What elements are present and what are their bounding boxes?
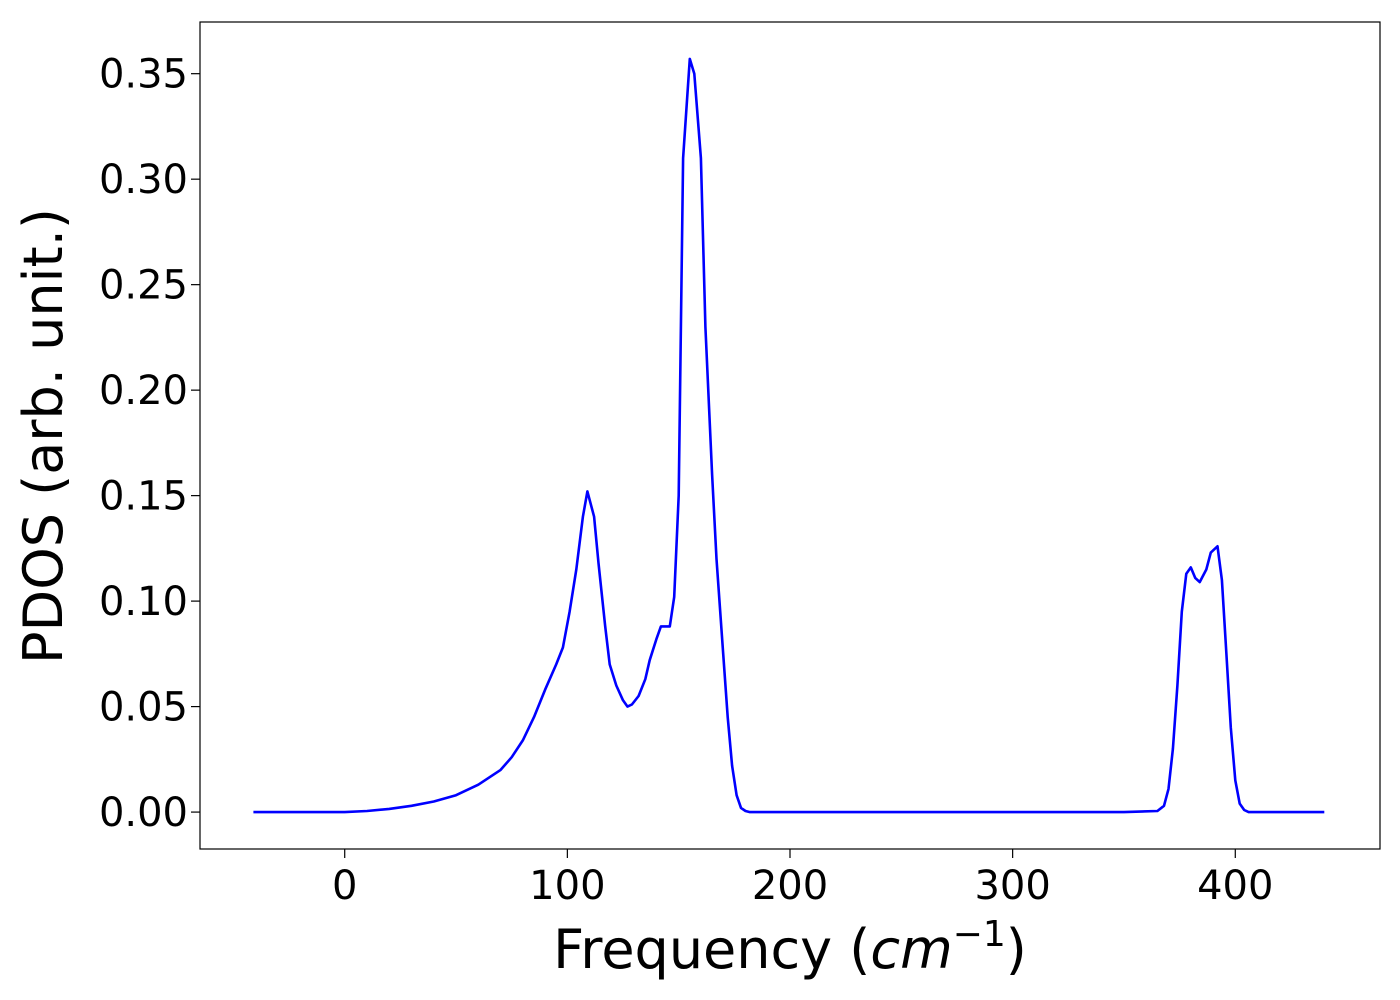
x-tick-label: 0 [332, 863, 357, 909]
y-tick-label: 0.05 [99, 685, 188, 731]
x-tick-label: 200 [752, 863, 828, 909]
x-tick-label: 400 [1197, 863, 1273, 909]
y-tick-label: 0.15 [99, 474, 188, 520]
y-tick-label: 0.00 [99, 790, 188, 836]
y-tick-label: 0.30 [99, 157, 188, 203]
y-tick-label: 0.20 [99, 368, 188, 414]
x-axis-label: Frequency (cm−1) [553, 914, 1027, 981]
y-axis-ticks: 0.00 0.05 0.10 0.15 0.20 0.25 0.30 0.35 [99, 52, 200, 836]
y-tick-label: 0.35 [99, 52, 188, 98]
x-tick-label: 300 [974, 863, 1050, 909]
x-axis-ticks: 0 100 200 300 400 [332, 849, 1273, 909]
series-group [253, 57, 1325, 814]
plot-frame [199, 21, 1381, 850]
y-axis-label: PDOS (arb. unit.) [12, 208, 75, 664]
x-tick-label: 100 [529, 863, 605, 909]
y-tick-label: 0.10 [99, 579, 188, 625]
pdos-series-line [253, 57, 1325, 814]
y-tick-label: 0.25 [99, 263, 188, 309]
